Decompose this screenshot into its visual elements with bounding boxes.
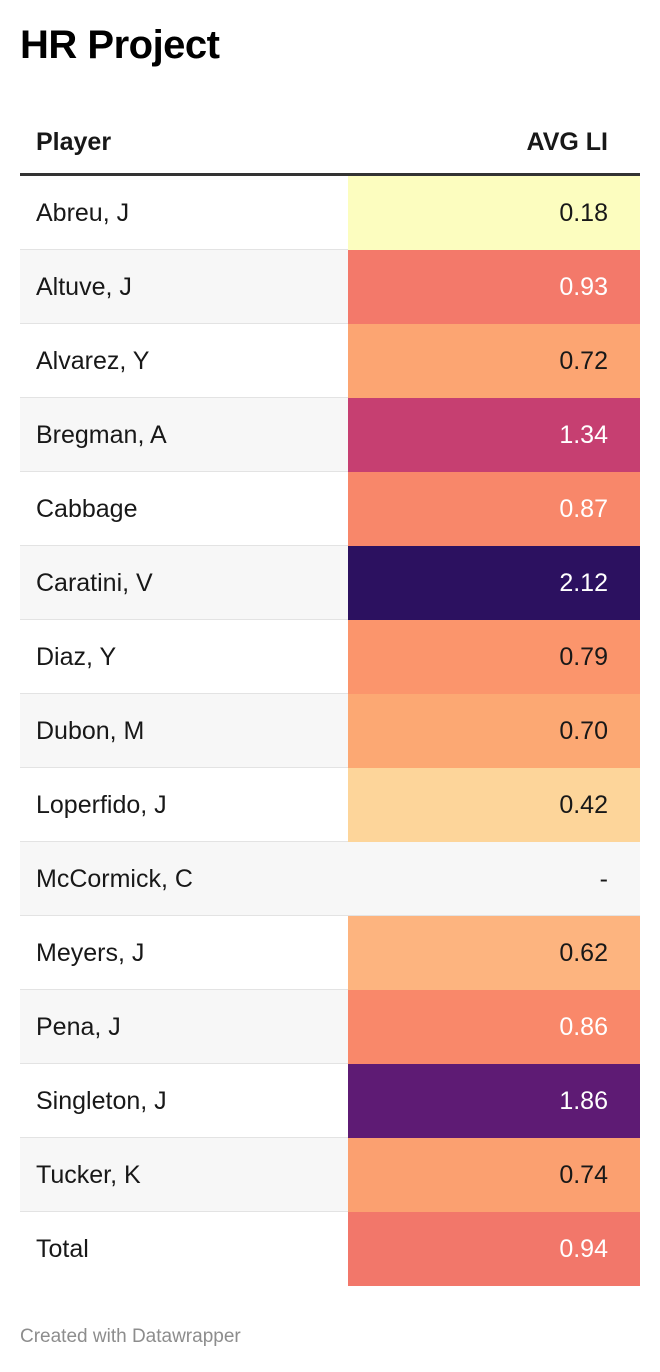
table-row: McCormick, C - (20, 842, 640, 916)
avg-li-cell: 1.34 (348, 398, 640, 472)
avg-li-cell: 0.86 (348, 990, 640, 1064)
avg-li-cell: 0.79 (348, 620, 640, 694)
table-row: Alvarez, Y 0.72 (20, 324, 640, 398)
avg-li-cell: 0.62 (348, 916, 640, 990)
player-cell: McCormick, C (36, 865, 193, 893)
table-row: Caratini, V 2.12 (20, 546, 640, 620)
player-cell: Dubon, M (36, 717, 145, 745)
player-cell: Loperfido, J (36, 791, 167, 819)
table-row: Pena, J 0.86 (20, 990, 640, 1064)
table-header: Player AVG LI (20, 108, 640, 176)
player-cell: Pena, J (36, 1013, 121, 1041)
player-cell: Caratini, V (36, 569, 153, 597)
avg-li-cell: 0.72 (348, 324, 640, 398)
player-cell: Total (36, 1235, 89, 1263)
table-row: Dubon, M 0.70 (20, 694, 640, 768)
table-body: Abreu, J 0.18 Altuve, J 0.93 Alvarez, Y 0.72 B… (20, 176, 640, 1286)
player-cell: Diaz, Y (36, 643, 117, 671)
table-row: Tucker, K 0.74 (20, 1138, 640, 1212)
avg-li-cell: - (599, 865, 608, 893)
avg-li-cell: 0.94 (348, 1212, 640, 1286)
avg-li-cell: 0.87 (348, 472, 640, 546)
table-row: Meyers, J 0.62 (20, 916, 640, 990)
table-row: Loperfido, J 0.42 (20, 768, 640, 842)
avg-li-cell: 1.86 (348, 1064, 640, 1138)
avg-li-cell: 0.18 (348, 176, 640, 250)
table-row: Bregman, A 1.34 (20, 398, 640, 472)
avg-li-cell: 2.12 (348, 546, 640, 620)
table-row: Singleton, J 1.86 (20, 1064, 640, 1138)
column-header-player[interactable]: Player (36, 128, 112, 156)
player-cell: Singleton, J (36, 1087, 167, 1115)
avg-li-cell: 0.93 (348, 250, 640, 324)
chart-title: HR Project (20, 23, 220, 67)
player-cell: Bregman, A (36, 421, 167, 449)
avg-li-cell: 0.42 (348, 768, 640, 842)
table-row: Cabbage 0.87 (20, 472, 640, 546)
table-row: Abreu, J 0.18 (20, 176, 640, 250)
avg-li-cell: 0.70 (348, 694, 640, 768)
column-header-avg-li[interactable]: AVG LI (526, 128, 608, 156)
player-cell: Cabbage (36, 495, 138, 523)
player-cell: Meyers, J (36, 939, 145, 967)
player-cell: Alvarez, Y (36, 347, 150, 375)
table-row: Altuve, J 0.93 (20, 250, 640, 324)
player-cell: Abreu, J (36, 199, 130, 227)
data-table: Player AVG LI Abreu, J 0.18 Altuve, J 0.93 A… (20, 108, 640, 1286)
player-cell: Tucker, K (36, 1161, 141, 1189)
player-cell: Altuve, J (36, 273, 132, 301)
table-row: Total 0.94 (20, 1212, 640, 1286)
attribution-footer: Created with Datawrapper (20, 1326, 241, 1347)
table-row: Diaz, Y 0.79 (20, 620, 640, 694)
avg-li-cell: 0.74 (348, 1138, 640, 1212)
